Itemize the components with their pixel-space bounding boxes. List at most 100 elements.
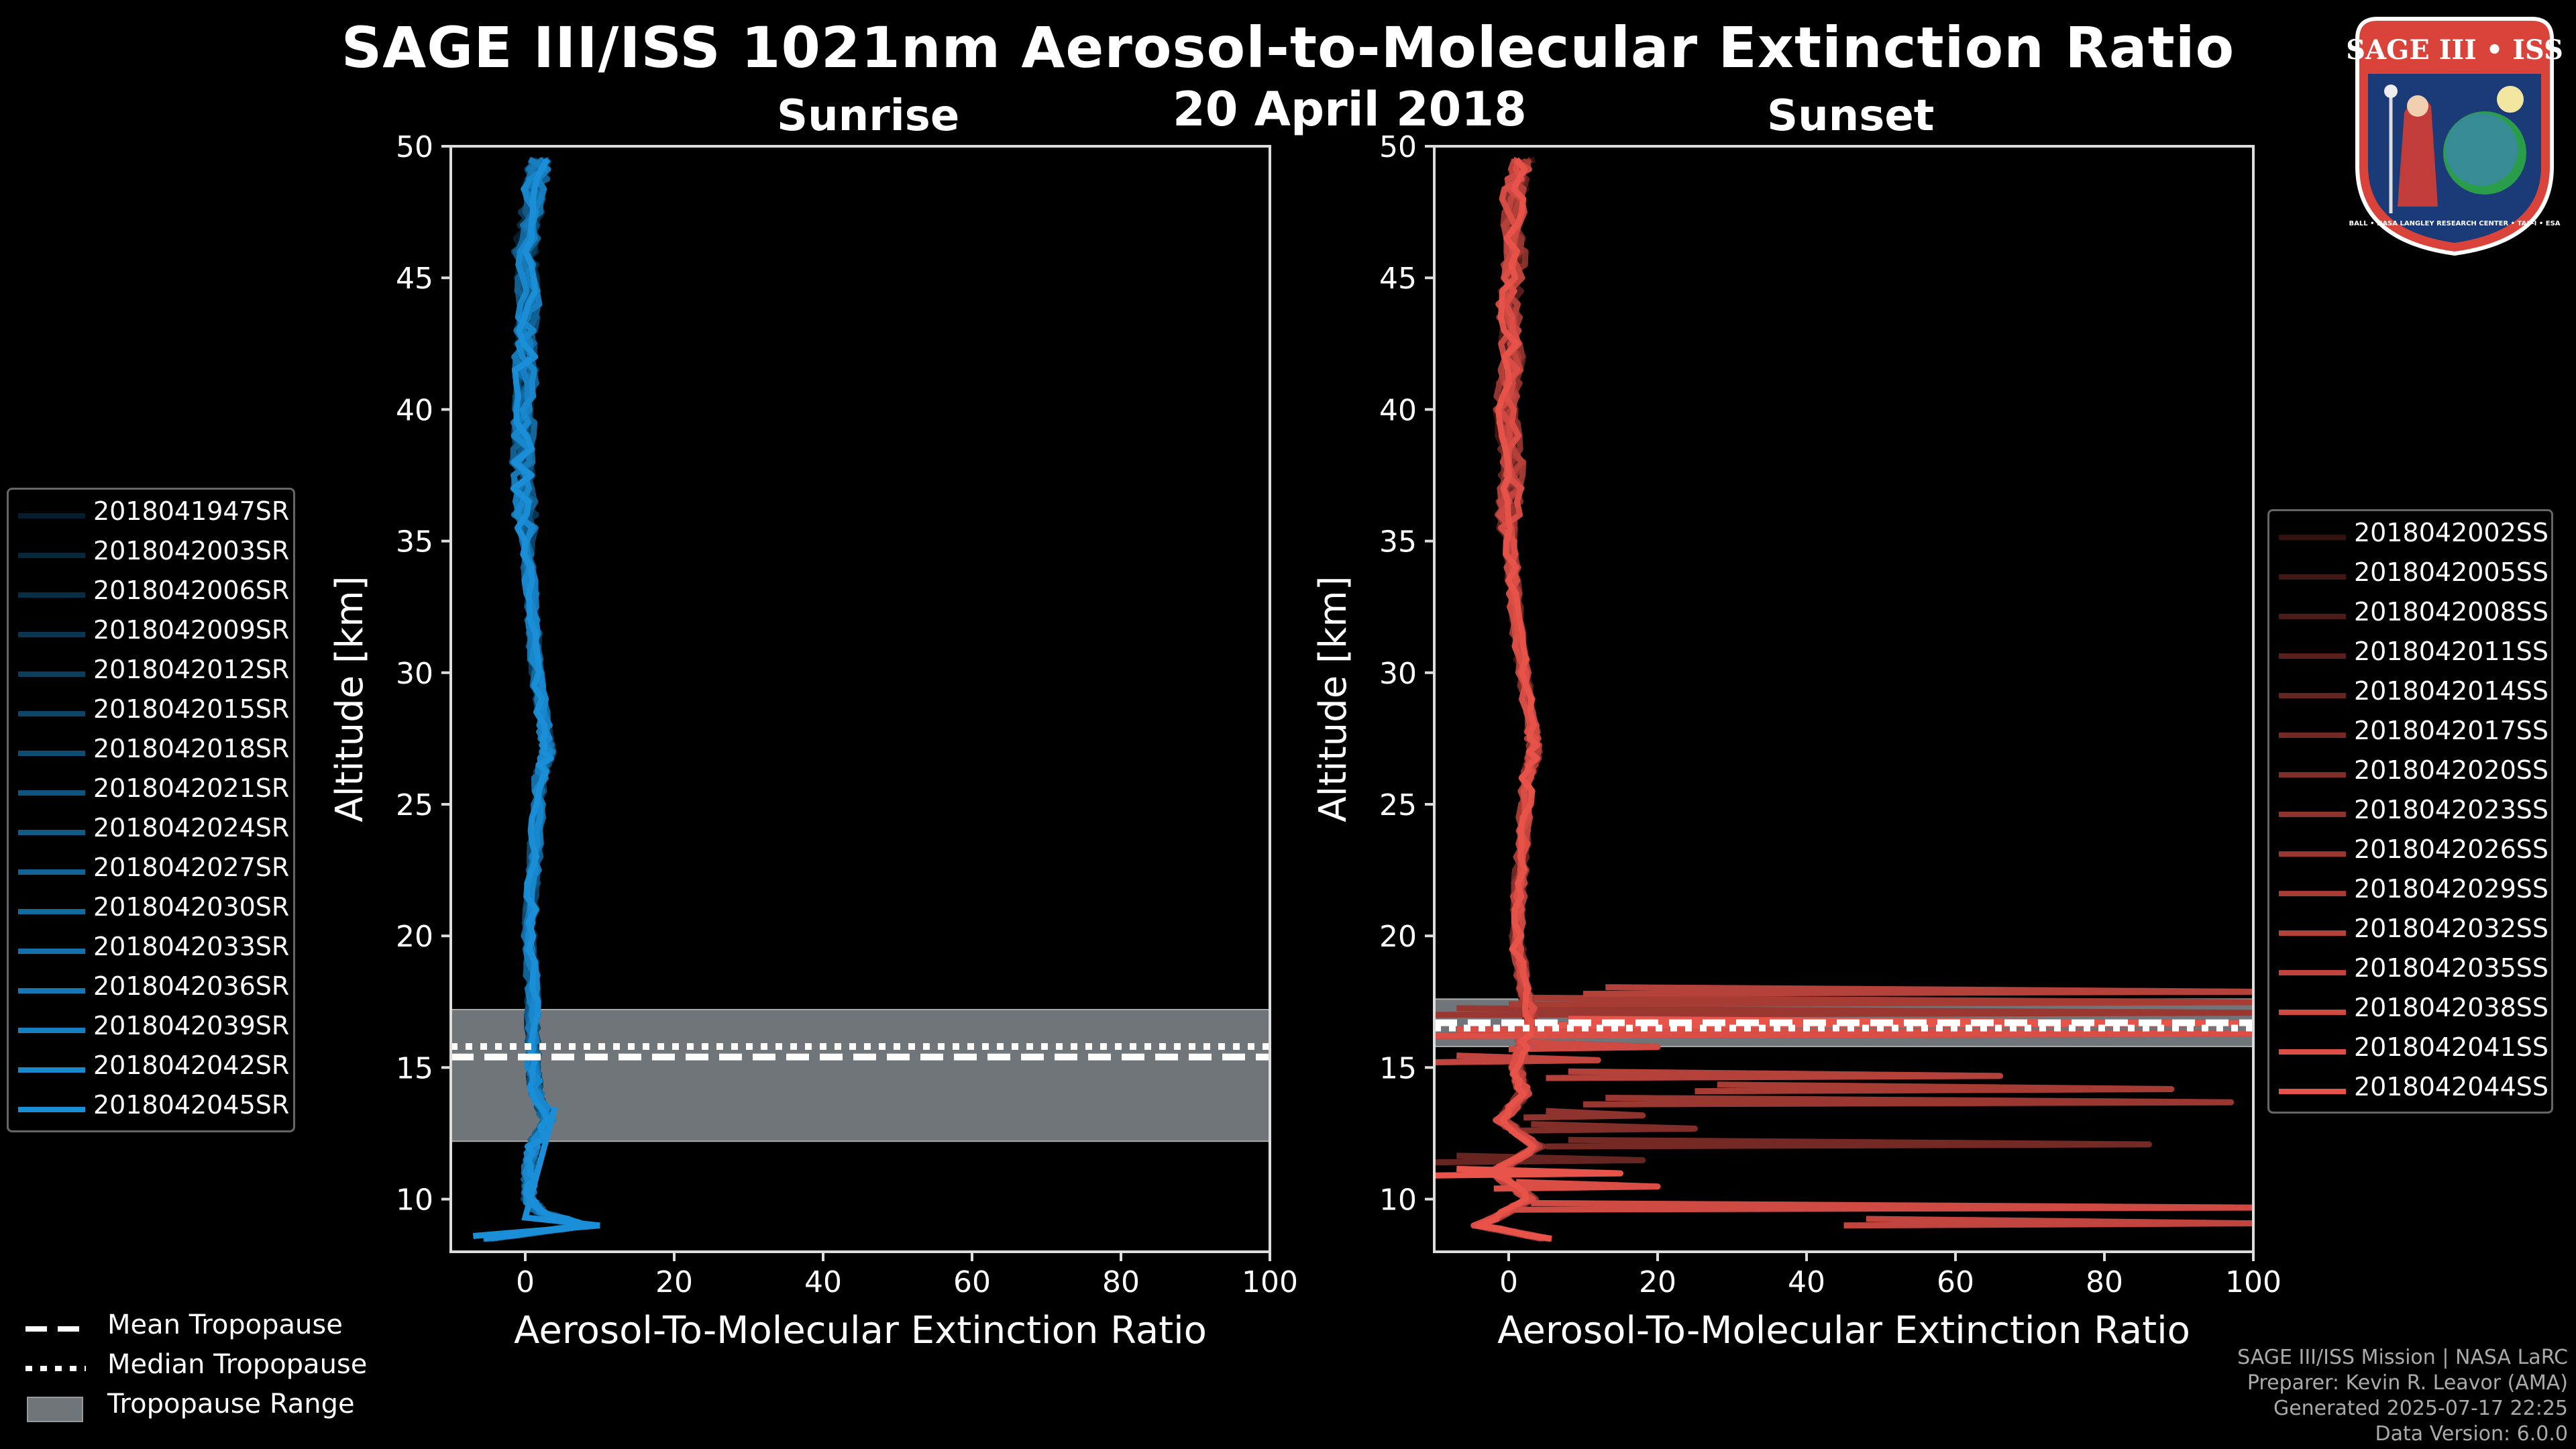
sunset-spike <box>1508 994 2253 1008</box>
sunrise-legend-item: 2018042006SR <box>9 574 293 614</box>
tropopause-range-label: Tropopause Range <box>107 1389 355 1419</box>
sunrise-legend-label: 2018042039SR <box>93 1011 290 1040</box>
sunset-legend-label: 2018042044SS <box>2354 1072 2549 1102</box>
sunset-legend-swatch <box>2279 1010 2346 1015</box>
sunset-legend-label: 2018042011SS <box>2354 637 2549 666</box>
sunrise-legend-swatch <box>18 869 85 875</box>
sunset-legend-label: 2018042041SS <box>2354 1032 2549 1062</box>
sunrise-legend-label: 2018042027SR <box>93 853 290 882</box>
sunset-spike <box>1434 1053 1601 1065</box>
sunset-legend-swatch <box>2279 574 2346 580</box>
sunrise-xtick-label: 0 <box>516 1265 535 1299</box>
sunset-spike <box>1434 1005 2253 1018</box>
sunset-spike <box>1582 1094 2235 1108</box>
sunrise-legend-label: 2018042024SR <box>93 813 290 843</box>
sunrise-ytick-label: 15 <box>396 1051 433 1085</box>
sunrise-panel: 0 20 40 60 80 100 10 15 20 25 30 35 40 45 50 Aerosol-To… <box>328 130 1298 1352</box>
sunrise-legend-item: 2018042018SR <box>9 733 293 772</box>
sunset-legend-swatch <box>2279 1049 2346 1055</box>
mean-tropopause-swatch <box>25 1326 86 1332</box>
sunset-spike <box>1843 1216 2253 1229</box>
sunset-ytick-label: 35 <box>1379 525 1417 559</box>
sunset-legend-item: 2018042014SS <box>2269 675 2551 714</box>
sunset-legend-label: 2018042008SS <box>2354 597 2549 627</box>
sunrise-legend-label: 2018042003SR <box>93 536 290 566</box>
sunrise-profile-kink <box>472 1106 600 1239</box>
sunset-panel-title: Sunset <box>1767 91 1935 141</box>
sunrise-legend-swatch <box>18 672 85 677</box>
sunrise-xtick-label: 80 <box>1102 1265 1140 1299</box>
sunrise-xtick-label: 40 <box>804 1265 842 1299</box>
sunrise-legend-label: 2018042009SR <box>93 615 290 645</box>
sunset-legend-label: 2018042026SS <box>2354 835 2549 864</box>
sunrise-legend-swatch <box>18 1107 85 1112</box>
sunset-legend-swatch <box>2279 772 2346 777</box>
sunset-legend-label: 2018042038SS <box>2354 993 2549 1022</box>
sunset-legend-label: 2018042032SS <box>2354 914 2549 943</box>
figure-date: 20 April 2018 <box>1173 82 1527 137</box>
sunset-ytick-label: 45 <box>1379 262 1417 296</box>
sunrise-ytick-label: 45 <box>396 262 433 296</box>
sunrise-xlabel: Aerosol-To-Molecular Extinction Ratio <box>514 1309 1207 1352</box>
sunset-legend: 2018042002SS 2018042005SS 2018042008SS 2018… <box>2267 509 2553 1114</box>
sunset-legend-item: 2018042005SS <box>2269 556 2551 596</box>
sunrise-xtick-label: 20 <box>655 1265 693 1299</box>
credit-generated: Generated 2025-07-17 22:25 <box>2273 1397 2568 1420</box>
sunset-frame <box>1433 145 2255 1253</box>
sunset-legend-item: 2018042011SS <box>2269 635 2551 675</box>
sunset-legend-swatch <box>2279 970 2346 975</box>
sunrise-legend-item: 2018042003SR <box>9 535 293 574</box>
credit-version: Data Version: 6.0.0 <box>2375 1422 2568 1446</box>
sunrise-legend-swatch <box>18 513 85 519</box>
sunrise-legend-item: 2018042015SR <box>9 693 293 733</box>
median-tropopause-swatch <box>25 1366 86 1371</box>
sunrise-legend-item: 2018042042SR <box>9 1049 293 1089</box>
sunset-legend-label: 2018042002SS <box>2354 518 2549 547</box>
sunrise-ytick-label: 20 <box>396 920 433 954</box>
sunset-legend-swatch <box>2279 733 2346 738</box>
sunrise-ytick-label: 50 <box>396 130 433 164</box>
sunset-spike <box>1508 1199 2253 1213</box>
sunset-legend-label: 2018042035SS <box>2354 953 2549 983</box>
tropopause-legend: Mean Tropopause Median Tropopause Tropop… <box>13 1308 389 1429</box>
sunset-legend-swatch <box>2279 535 2346 540</box>
sunset-spike <box>1493 1179 1661 1192</box>
figure-title: SAGE III/ISS 1021nm Aerosol-to-Molecular… <box>341 15 2235 80</box>
sunset-ylabel: Altitude [km] <box>1311 576 1355 822</box>
sunset-legend-item: 2018042023SS <box>2269 794 2551 833</box>
sunrise-legend-swatch <box>18 790 85 796</box>
sunset-legend-label: 2018042017SS <box>2354 716 2549 745</box>
sunset-xtick-label: 20 <box>1639 1265 1676 1299</box>
sunrise-legend-swatch <box>18 553 85 558</box>
sunset-xtick-label: 100 <box>2225 1265 2282 1299</box>
sunset-ytick-label: 25 <box>1379 788 1417 822</box>
sunset-spike <box>1546 1136 2153 1150</box>
sunrise-legend-swatch <box>18 632 85 637</box>
sunrise-xtick-label: 100 <box>1242 1265 1298 1299</box>
sunrise-xtick-label: 60 <box>953 1265 991 1299</box>
sunset-spike <box>1523 1108 1646 1121</box>
sunset-legend-label: 2018042020SS <box>2354 755 2549 785</box>
sunset-legend-label: 2018042005SS <box>2354 557 2549 587</box>
sunset-ytick-label: 10 <box>1379 1183 1417 1218</box>
sunrise-legend-item: 2018042027SR <box>9 851 293 891</box>
credit-mission: SAGE III/ISS Mission | NASA LaRC <box>2237 1346 2568 1369</box>
sunset-spike <box>1434 1165 1623 1179</box>
sunset-xtick-label: 80 <box>2086 1265 2123 1299</box>
sunset-ytick-label: 15 <box>1379 1051 1417 1085</box>
sunset-panel: 0 20 40 60 80 100 10 15 20 25 30 35 40 45 50 Aerosol-To… <box>1311 130 2282 1352</box>
sunset-spike <box>1695 1081 2175 1095</box>
sunset-legend-swatch <box>2279 812 2346 817</box>
sunrise-legend-item: 2018042024SR <box>9 812 293 851</box>
sunset-spike <box>1546 1068 2004 1081</box>
sunrise-legend-swatch <box>18 751 85 756</box>
sunset-legend-item: 2018042029SS <box>2269 873 2551 912</box>
sunset-legend-swatch <box>2279 891 2346 896</box>
sunset-legend-item: 2018042017SS <box>2269 714 2551 754</box>
sunrise-legend-swatch <box>18 1028 85 1033</box>
sunrise-legend-item: 2018042030SR <box>9 891 293 930</box>
sunrise-ylabel: Altitude [km] <box>328 576 372 822</box>
logo-ring-text: BALL • NASA LANGLEY RESEARCH CENTER • TA… <box>2349 220 2560 227</box>
sunrise-legend-swatch <box>18 988 85 994</box>
